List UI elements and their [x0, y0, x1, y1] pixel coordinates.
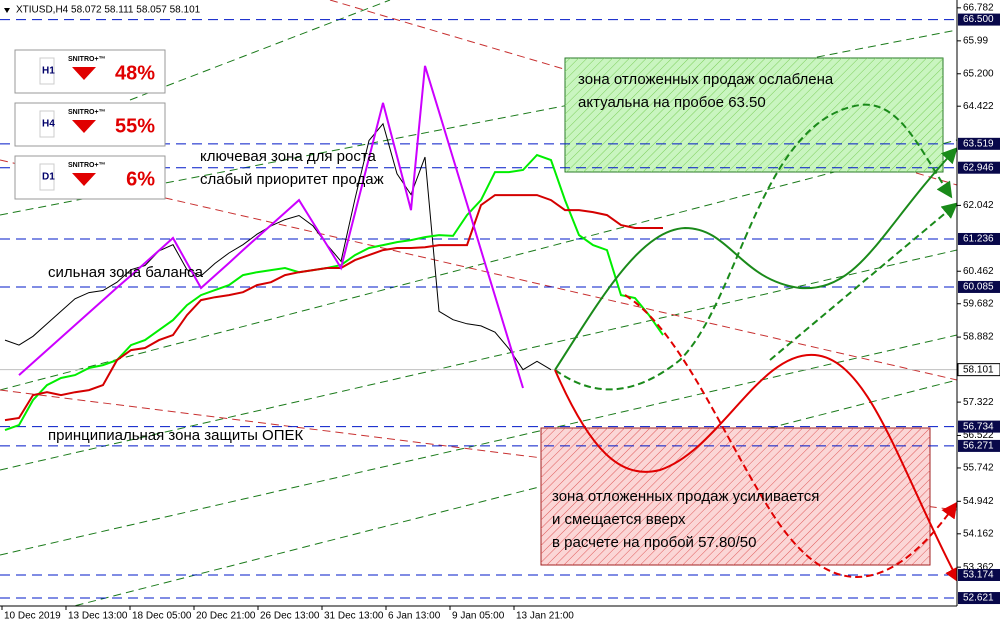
x-tick-label: 31 Dec 13:00 — [324, 611, 384, 622]
level-box — [958, 13, 1000, 26]
menu-arrow[interactable] — [4, 8, 10, 13]
symbol-header: XTIUSD,H4 58.072 58.111 58.057 58.101 — [16, 5, 201, 16]
y-tick-label: 54.162 — [963, 528, 994, 539]
y-tick-label: 65.99 — [963, 35, 988, 46]
annotation: в расчете на пробой 57.80/50 — [552, 534, 757, 551]
level-label: 56.734 — [963, 421, 994, 432]
y-tick-label: 56.522 — [963, 430, 994, 441]
panel-percent: 48% — [115, 62, 155, 84]
annotation: актуальна на пробое 63.50 — [578, 94, 766, 111]
panel-icon — [39, 163, 55, 191]
level-box — [958, 280, 1000, 293]
down-arrow — [72, 120, 96, 133]
green-zone-hatch — [565, 58, 943, 172]
y-tick-label: 59.682 — [963, 298, 994, 309]
level-label: 53.174 — [963, 570, 994, 581]
y-tick-label: 58.882 — [963, 332, 994, 343]
down-arrow — [72, 67, 96, 80]
y-tick-label: 66.782 — [963, 2, 994, 13]
y-tick-label: 65.200 — [963, 68, 994, 79]
series-span-b — [4, 194, 663, 422]
last-price-label: 58.101 — [963, 364, 994, 375]
x-tick-label: 6 Jan 13:00 — [388, 611, 441, 622]
annotation: ключевая зона для роста — [200, 148, 377, 165]
panel-brand: SNITRO+™ — [68, 56, 106, 63]
x-tick-label: 13 Dec 13:00 — [68, 611, 128, 622]
x-tick-label: 20 Dec 21:00 — [196, 611, 256, 622]
level-label: 56.271 — [963, 441, 994, 452]
y-tick-label: 57.322 — [963, 397, 994, 408]
level-box — [958, 568, 1000, 581]
level-box — [958, 439, 1000, 452]
x-tick-label: 26 Dec 13:00 — [260, 611, 320, 622]
level-label: 52.621 — [963, 593, 994, 604]
level-box — [958, 161, 1000, 174]
y-tick-label: 54.942 — [963, 496, 994, 507]
annotation: зона отложенных продаж ослаблена — [578, 71, 834, 88]
down-arrow — [72, 173, 96, 186]
y-tick-label: 64.422 — [963, 101, 994, 112]
time-axis — [0, 606, 957, 626]
panel-brand: SNITRO+™ — [68, 109, 106, 116]
level-box — [958, 137, 1000, 150]
level-box — [958, 232, 1000, 245]
x-tick-label: 9 Jan 05:00 — [452, 611, 505, 622]
level-label: 63.519 — [963, 138, 994, 149]
annotation: сильная зона баланса — [48, 264, 204, 281]
series-zigzag — [18, 65, 524, 389]
level-label: 62.946 — [963, 162, 994, 173]
x-tick-label: 13 Jan 21:00 — [516, 611, 574, 622]
y-tick-label: 62.042 — [963, 200, 994, 211]
x-tick-label: 10 Dec 2019 — [4, 611, 61, 622]
panel-icon — [39, 57, 55, 85]
annotation: принципиальная зона защиты ОПЕК — [48, 427, 303, 444]
level-label: 60.085 — [963, 282, 994, 293]
annotation: зона отложенных продаж усиливается — [552, 488, 819, 505]
panel-timeframe: H4 — [42, 119, 55, 130]
y-tick-label: 55.742 — [963, 463, 994, 474]
x-tick-label: 18 Dec 05:00 — [132, 611, 192, 622]
panel-timeframe: D1 — [42, 172, 55, 183]
panel-brand: SNITRO+™ — [68, 162, 106, 169]
last-price-box — [957, 363, 1000, 377]
series-span-a — [4, 153, 664, 432]
level-label: 66.500 — [963, 14, 994, 25]
forecast-paths — [554, 103, 960, 584]
level-label: 61.236 — [963, 234, 994, 245]
level-box — [958, 592, 1000, 605]
annotation: и смещается вверх — [552, 511, 686, 528]
annotation: слабый приоритет продаж — [200, 171, 384, 188]
panel-percent: 55% — [115, 115, 155, 137]
series-price — [4, 122, 552, 371]
y-tick-label: 53.362 — [963, 562, 994, 573]
price-axis — [957, 0, 1000, 626]
panel-percent: 6% — [126, 168, 155, 190]
y-tick-label: 60.462 — [963, 266, 994, 277]
level-box — [958, 420, 1000, 433]
panel-timeframe: H1 — [42, 66, 55, 77]
panel-icon — [39, 110, 55, 138]
